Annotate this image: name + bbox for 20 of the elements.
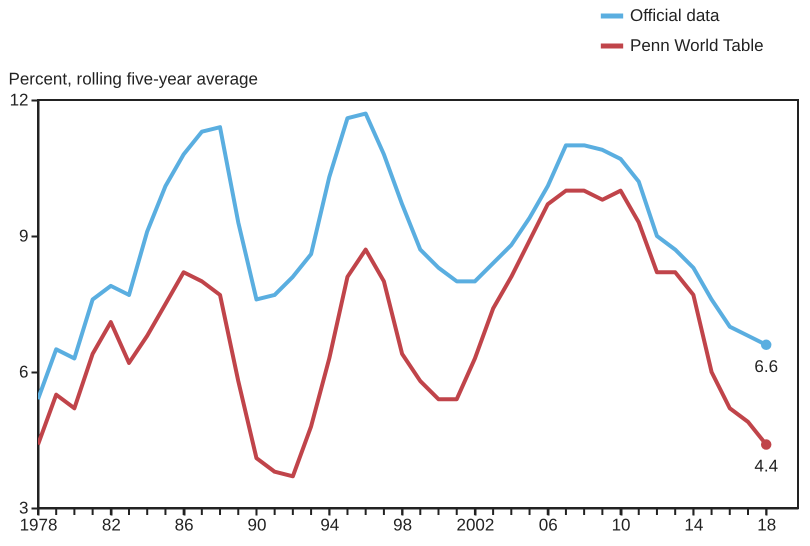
y-tick-label: 6 — [19, 362, 28, 382]
legend-label: Official data — [630, 6, 720, 25]
legend-label: Penn World Table — [630, 36, 764, 55]
x-tick-label: 14 — [684, 516, 704, 534]
y-tick-label: 12 — [10, 90, 28, 110]
y-axis-title: Percent, rolling five-year average — [8, 70, 258, 88]
x-tick-label: 90 — [248, 516, 266, 534]
x-tick-label: 1978 — [20, 516, 58, 534]
data-label: 6.6 — [754, 356, 778, 376]
y-tick-label: 3 — [19, 498, 28, 518]
x-tick-label: 10 — [612, 516, 631, 534]
x-tick-label: 82 — [102, 516, 121, 534]
data-label: 4.4 — [754, 456, 778, 476]
x-tick-label: 18 — [757, 516, 776, 534]
x-tick-label: 98 — [393, 516, 412, 534]
y-tick-label: 9 — [19, 226, 28, 246]
x-tick-label: 06 — [538, 516, 558, 534]
x-tick-label: 86 — [174, 516, 194, 534]
x-tick-label: 94 — [320, 516, 340, 534]
x-tick-label: 2002 — [456, 516, 494, 534]
